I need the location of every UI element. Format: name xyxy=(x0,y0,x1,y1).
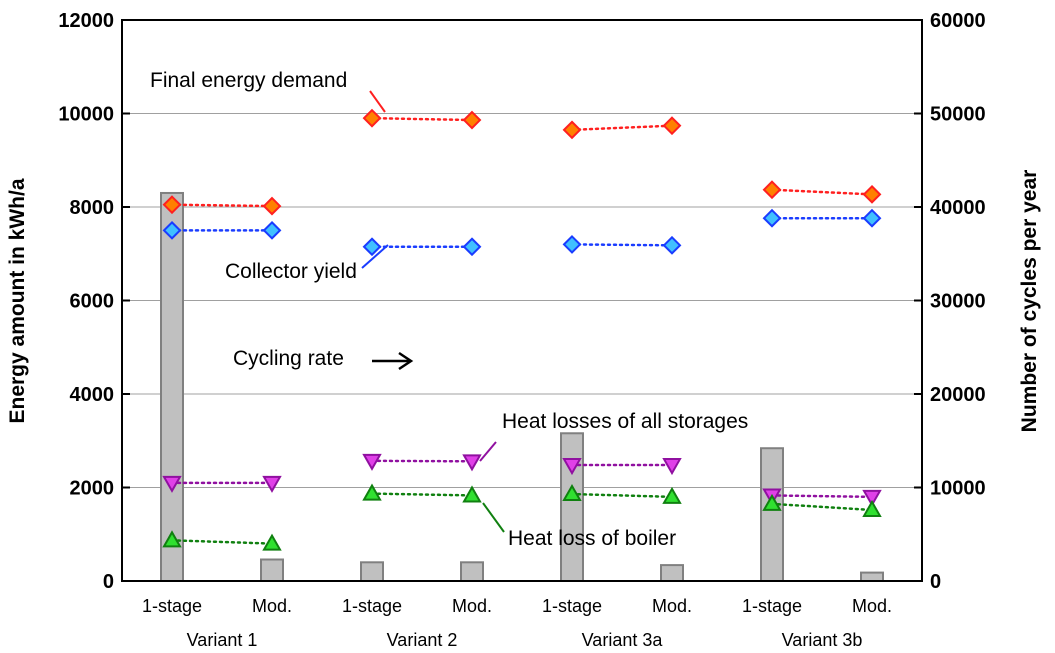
category-label: Mod. xyxy=(852,596,892,616)
annotation-storages: Heat losses of all storages xyxy=(502,410,748,433)
data-point xyxy=(862,208,882,228)
right-axis-ticks: 0 10000 20000 30000 40000 50000 60000 xyxy=(914,10,986,593)
data-point xyxy=(762,493,782,511)
series-line xyxy=(570,492,674,499)
left-axis-ticks: 0 2000 4000 6000 8000 10000 12000 xyxy=(58,10,130,593)
series-line xyxy=(370,492,474,497)
data-point xyxy=(262,196,282,216)
data-point xyxy=(562,458,582,476)
data-point xyxy=(462,454,482,472)
category-label: 1-stage xyxy=(142,596,202,616)
y-tick-label: 2000 xyxy=(70,478,115,500)
data-point xyxy=(462,110,482,130)
data-point xyxy=(862,489,882,507)
data-point xyxy=(262,220,282,240)
y2-tick-label: 20000 xyxy=(930,384,986,406)
data-point xyxy=(362,108,382,128)
category-label: Mod. xyxy=(652,596,692,616)
y-tick-label: 10000 xyxy=(58,104,114,126)
data-point xyxy=(162,220,182,240)
y2-tick-label: 30000 xyxy=(930,291,986,313)
series-line xyxy=(570,243,674,247)
data-point xyxy=(862,184,882,204)
y2-tick-label: 10000 xyxy=(930,478,986,500)
annotation-collector: Collector yield xyxy=(225,260,357,283)
y-tick-label: 12000 xyxy=(58,10,114,32)
series-line xyxy=(570,124,674,132)
category-labels: 1-stage Mod. 1-stage Mod. 1-stage Mod. 1-stage… xyxy=(142,596,892,616)
series-line xyxy=(170,539,274,545)
category-label: Mod. xyxy=(252,596,292,616)
data-point xyxy=(562,484,582,502)
cycling-rate-bar xyxy=(360,561,384,582)
annotation-boiler-leader xyxy=(482,502,505,533)
data-point xyxy=(662,458,682,476)
data-point xyxy=(662,235,682,255)
annotations: Final energy demand Collector yield Cycl… xyxy=(150,69,748,550)
data-point xyxy=(162,475,182,493)
group-label: Variant 3a xyxy=(582,630,664,650)
y2-tick-label: 60000 xyxy=(930,10,986,32)
category-label: Mod. xyxy=(452,596,492,616)
data-point xyxy=(562,234,582,254)
y2-tick-label: 40000 xyxy=(930,197,986,219)
data-point xyxy=(462,485,482,503)
cycling-rate-bar xyxy=(760,447,784,583)
group-label: Variant 3b xyxy=(782,630,863,650)
annotation-boiler: Heat loss of boiler xyxy=(508,527,676,550)
data-point xyxy=(562,120,582,140)
y-tick-label: 4000 xyxy=(70,384,115,406)
cycling-rate-bar xyxy=(560,432,584,582)
data-point xyxy=(662,116,682,136)
data-point xyxy=(762,208,782,228)
series-lines xyxy=(170,116,874,545)
annotation-final-energy: Final energy demand xyxy=(150,69,347,92)
category-label: 1-stage xyxy=(742,596,802,616)
gridlines xyxy=(122,113,922,488)
group-label: Variant 2 xyxy=(387,630,458,650)
category-label: 1-stage xyxy=(542,596,602,616)
data-point xyxy=(462,237,482,257)
data-point xyxy=(362,483,382,501)
series-line xyxy=(370,116,474,122)
cycling-rate-bar xyxy=(260,558,284,582)
cycling-rate-bar xyxy=(860,571,884,583)
y2-tick-label: 50000 xyxy=(930,104,986,126)
y2-tick-label: 0 xyxy=(930,571,941,593)
cycling-rate-bar xyxy=(660,564,684,582)
data-point xyxy=(162,195,182,215)
data-point xyxy=(862,499,882,517)
data-point xyxy=(162,530,182,548)
category-label: 1-stage xyxy=(342,596,402,616)
y2-axis-title: Number of cycles per year xyxy=(1018,170,1041,433)
group-labels: Variant 1 Variant 2 Variant 3a Variant 3b xyxy=(187,630,863,650)
data-point xyxy=(262,475,282,493)
y-tick-label: 8000 xyxy=(70,197,115,219)
cycling-rate-bar xyxy=(460,561,484,582)
arrow-right-icon xyxy=(372,351,414,371)
series-line xyxy=(770,494,874,499)
data-point xyxy=(362,237,382,257)
series-line xyxy=(770,502,874,512)
data-point xyxy=(762,180,782,200)
series-markers xyxy=(162,108,882,551)
series-line xyxy=(770,188,874,196)
data-point xyxy=(362,453,382,471)
annotation-cycling-rate: Cycling rate xyxy=(233,347,344,370)
annotation-final-energy-leader xyxy=(369,90,386,113)
group-label: Variant 1 xyxy=(187,630,258,650)
series-line xyxy=(170,203,274,208)
y-axis-title: Energy amount in kWh/a xyxy=(6,178,29,423)
y-tick-label: 0 xyxy=(103,571,114,593)
annotation-storages-leader xyxy=(479,441,497,462)
cycling-rate-bar xyxy=(160,191,184,582)
bars xyxy=(160,191,884,583)
data-point xyxy=(262,533,282,551)
y-tick-label: 6000 xyxy=(70,291,115,313)
data-point xyxy=(662,486,682,504)
annotation-collector-leader xyxy=(361,244,389,269)
